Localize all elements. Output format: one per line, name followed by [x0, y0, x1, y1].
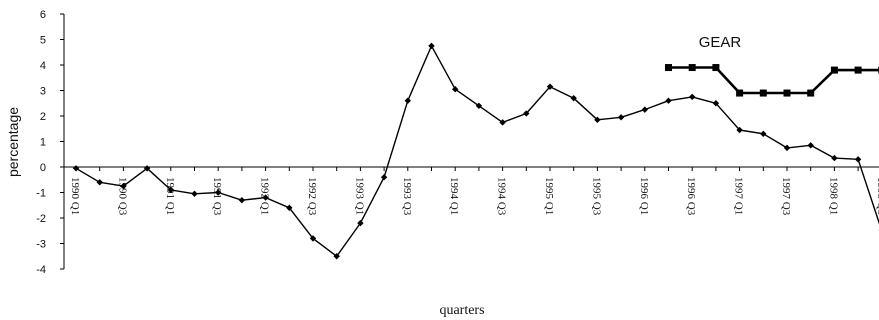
series-1-point — [760, 130, 767, 138]
series-1-point — [736, 126, 743, 134]
series-2-point — [807, 89, 815, 97]
y-tick-label: 0 — [40, 162, 46, 174]
series-1-point — [404, 97, 411, 104]
series-1-point — [617, 114, 625, 121]
series-1-point — [143, 165, 151, 172]
x-tick-label: 1996 Q3 — [685, 177, 697, 216]
x-tick-label: 1998 Q3 — [875, 177, 879, 216]
x-tick-label: 1991 Q3 — [211, 177, 223, 216]
series-1-point — [807, 142, 814, 149]
series-1-point — [831, 154, 838, 162]
series-1-point — [215, 189, 222, 196]
series-1-point — [783, 144, 791, 152]
series-2-line — [668, 66, 879, 95]
x-tick-label: 1994 Q1 — [448, 177, 460, 215]
series-1-line — [75, 45, 879, 257]
x-ticks: 1990 Q1 1990 Q3 1991 Q1 1991 Q3 1992 Q1 1992 … — [69, 167, 879, 216]
x-tick-label: 1991 Q1 — [164, 177, 176, 215]
x-tick-label: 1990 Q1 — [69, 177, 81, 215]
series-1-point — [262, 194, 269, 201]
series-1-point — [333, 253, 340, 260]
series-2-point — [688, 64, 696, 72]
x-tick-label: 1992 Q3 — [306, 177, 318, 216]
series-1-point — [854, 156, 862, 163]
series-1-point — [689, 93, 696, 101]
series-1-point — [286, 204, 293, 211]
series-layer — [72, 42, 879, 260]
series-1-point — [167, 186, 174, 194]
series-1-point — [523, 110, 530, 117]
y-tick-label: -4 — [36, 264, 46, 276]
series-1-point — [665, 97, 672, 104]
series-2-point — [783, 89, 791, 97]
y-tick-label: 6 — [40, 9, 46, 21]
gear-annotation: GEAR — [699, 34, 742, 51]
y-tick-label: -2 — [36, 213, 46, 225]
x-axis-title: quarters — [439, 303, 484, 318]
x-tick-label: 1995 Q3 — [590, 177, 602, 216]
series-1-point — [309, 235, 317, 242]
series-1-point — [96, 179, 103, 186]
x-tick-label: 1990 Q3 — [116, 177, 128, 216]
x-tick-label: 1996 Q1 — [638, 177, 650, 215]
y-tick-label: -3 — [36, 239, 46, 251]
series-1-point — [380, 174, 388, 181]
series-1-point — [594, 116, 601, 124]
x-tick-label: 1997 Q1 — [733, 177, 745, 215]
axes — [63, 14, 879, 269]
series-1-point — [570, 94, 577, 102]
series-1-point — [191, 190, 198, 197]
y-tick-label: 3 — [40, 86, 46, 98]
series-1-point — [475, 102, 483, 109]
series-1-point — [357, 219, 364, 227]
series-2-point — [665, 64, 672, 72]
series-1-point — [238, 196, 246, 204]
y-ticks: -4 -3 -2 -1 0 1 2 3 4 5 6 — [36, 9, 64, 276]
x-tick-label: 1997 Q3 — [780, 177, 792, 216]
y-axis-title: percentage — [5, 107, 21, 177]
x-tick-label: 1993 Q3 — [401, 177, 413, 216]
series-1-point — [120, 182, 127, 190]
series-1-point — [452, 86, 459, 93]
series-2-point — [854, 66, 862, 74]
y-tick-label: 5 — [40, 35, 46, 47]
series-1-point — [641, 106, 648, 113]
x-tick-label: 1994 Q3 — [496, 177, 508, 216]
series-1-point — [72, 165, 80, 172]
x-tick-label: 1993 Q1 — [353, 177, 365, 215]
x-tick-label: 1995 Q1 — [543, 177, 555, 215]
series-1-point — [428, 42, 435, 50]
series-1-point — [499, 119, 506, 126]
series-2-point — [712, 64, 720, 72]
y-tick-label: 4 — [40, 60, 46, 72]
series-1-point — [712, 100, 720, 107]
series-2-point — [759, 89, 767, 97]
series-1-point — [546, 83, 554, 90]
series-2-point — [736, 89, 744, 97]
y-tick-label: -1 — [36, 188, 46, 200]
x-tick-label: 1998 Q1 — [827, 177, 839, 215]
y-tick-label: 1 — [40, 137, 46, 149]
y-tick-label: 2 — [40, 111, 46, 123]
series-2-point — [830, 66, 838, 74]
